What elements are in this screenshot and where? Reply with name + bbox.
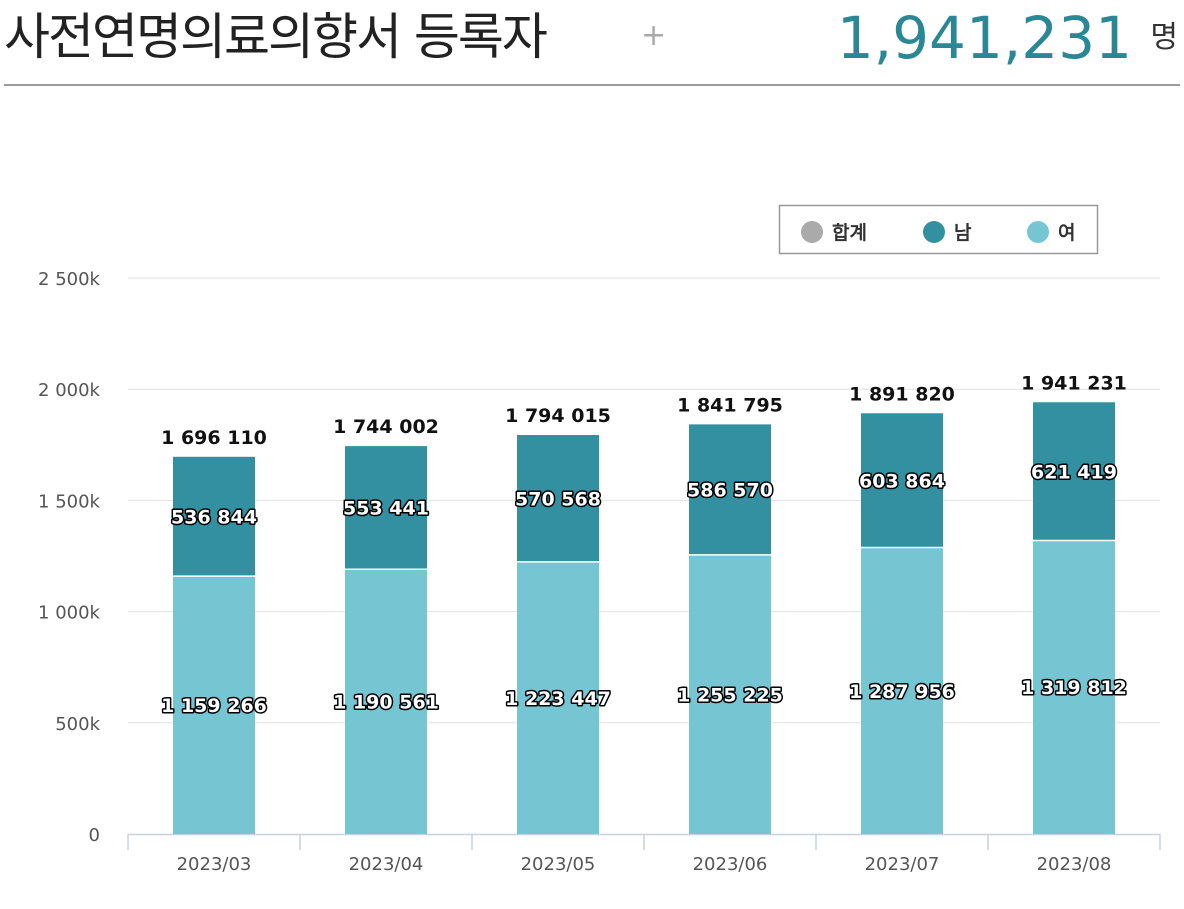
bar-male <box>1033 402 1115 541</box>
y-tick-label: 500k <box>55 714 100 735</box>
legend-marker <box>1027 221 1049 243</box>
x-tick-label: 2023/08 <box>1037 854 1112 875</box>
page-title: 사전연명의료의향서 등록자 <box>4 8 548 66</box>
y-tick-label: 1 000k <box>38 603 101 624</box>
bar-male <box>861 413 943 548</box>
x-tick-label: 2023/07 <box>865 854 940 875</box>
data-label-total: 1 744 002 <box>333 416 439 438</box>
bar-female <box>1033 540 1115 834</box>
data-label-male: 553 441 <box>343 498 429 520</box>
data-label-male: 536 844 <box>171 506 257 528</box>
bar-female <box>861 547 943 834</box>
bar-male <box>345 446 427 570</box>
bar-male <box>173 456 255 577</box>
data-label-male: 586 570 <box>687 480 773 502</box>
data-label-total: 1 696 110 <box>161 427 267 449</box>
bar-female <box>689 554 771 834</box>
data-label-total: 1 941 231 <box>1021 372 1127 394</box>
data-label-total: 1 891 820 <box>849 383 955 405</box>
data-label-male: 570 568 <box>515 488 601 510</box>
y-tick-label: 1 500k <box>38 491 101 512</box>
y-tick-label: 2 500k <box>38 269 101 290</box>
total-unit: 명 <box>1150 20 1178 55</box>
header-divider <box>4 84 1180 86</box>
legend-marker <box>801 221 823 243</box>
bar-male <box>689 424 771 555</box>
data-label-male: 621 419 <box>1031 461 1117 483</box>
x-tick-label: 2023/06 <box>693 854 768 875</box>
y-tick-label: 0 <box>89 825 100 846</box>
legend-marker <box>923 221 945 243</box>
legend-item-label: 남 <box>954 222 972 244</box>
x-tick-label: 2023/05 <box>521 854 596 875</box>
bar-female <box>173 576 255 834</box>
data-label-total: 1 841 795 <box>677 394 783 416</box>
legend-item-label: 여 <box>1058 222 1075 244</box>
data-label-female: 1 223 447 <box>505 688 611 710</box>
page-header: 사전연명의료의향서 등록자 + 1,941,231 명 <box>0 0 1184 86</box>
x-tick-label: 2023/04 <box>349 854 424 875</box>
plus-icon[interactable]: + <box>641 18 667 53</box>
y-tick-label: 2 000k <box>38 380 101 401</box>
data-label-female: 1 190 561 <box>333 692 439 714</box>
data-label-female: 1 287 956 <box>849 681 955 703</box>
legend-item-label: 합계 <box>832 222 867 244</box>
bar-female <box>517 561 599 834</box>
data-label-female: 1 255 225 <box>677 684 783 706</box>
bar-male <box>517 435 599 562</box>
bar-female <box>345 569 427 834</box>
total-count: 1,941,231 <box>836 4 1132 72</box>
x-tick-label: 2023/03 <box>177 854 252 875</box>
data-label-female: 1 319 812 <box>1021 677 1127 699</box>
data-label-male: 603 864 <box>859 470 945 492</box>
data-label-total: 1 794 015 <box>505 405 611 427</box>
data-label-female: 1 159 266 <box>161 695 267 717</box>
